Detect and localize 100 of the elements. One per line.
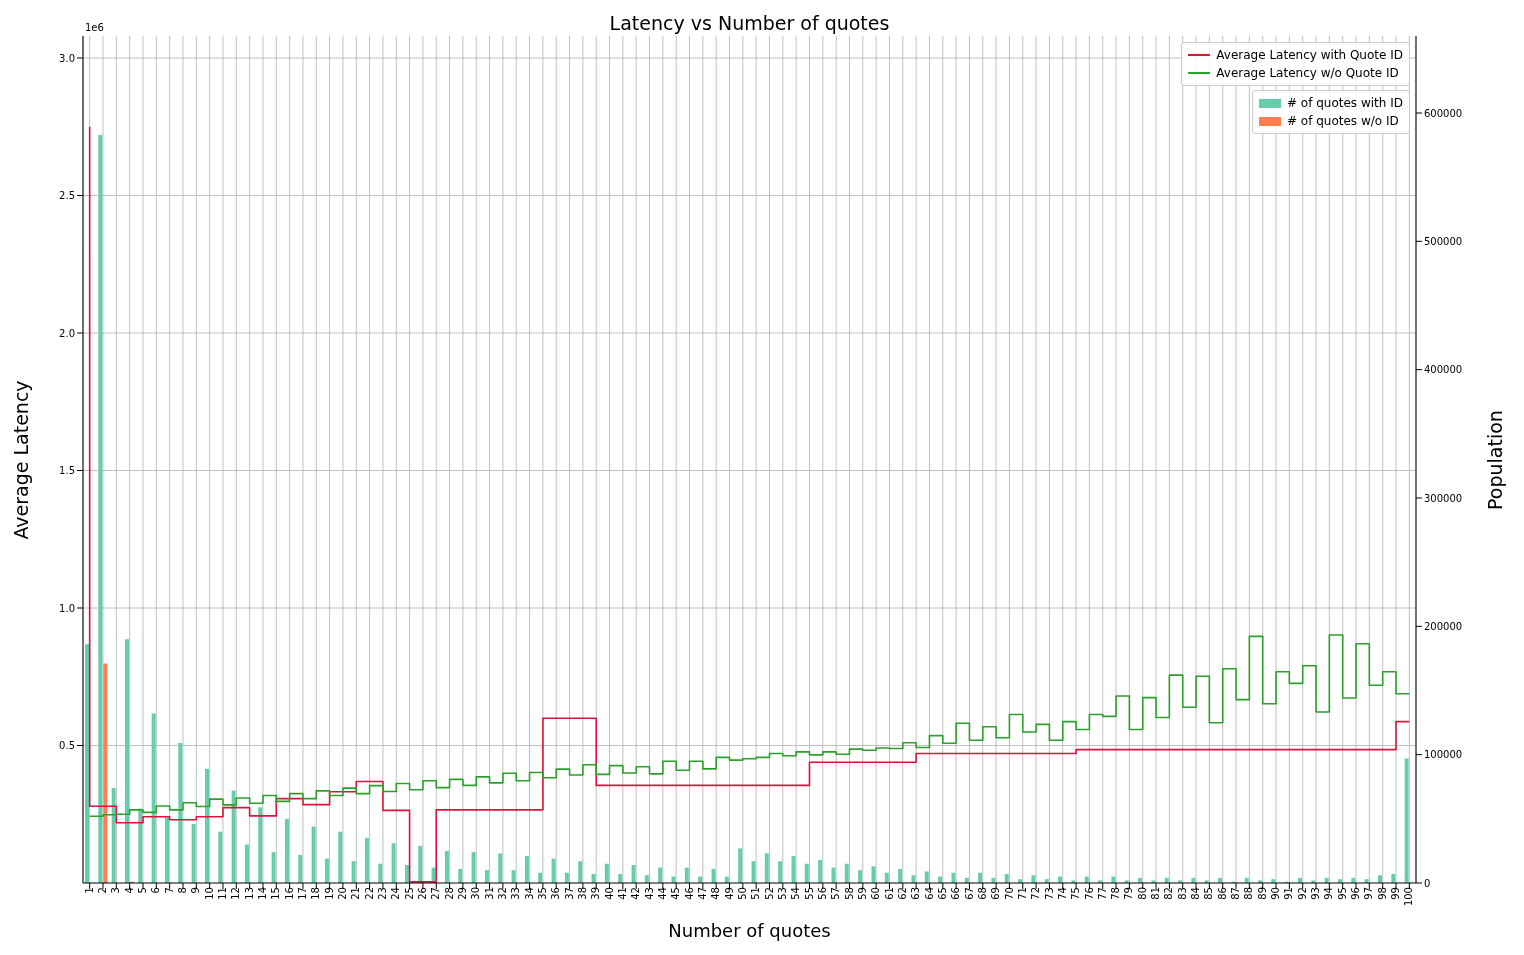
x-tick-label: 92 [1296,887,1308,900]
x-tick-label: 82 [1163,887,1175,900]
x-tick-label: 18 [310,887,322,900]
x-tick-label: 73 [1043,887,1055,900]
y2-tick-label: 300000 [1424,492,1463,504]
x-tick-label: 55 [803,887,815,900]
x-tick-label: 4 [123,887,135,894]
x-tick-label: 47 [696,887,708,900]
x-tick-label: 64 [923,887,935,900]
x-tick-label: 63 [910,887,922,900]
x-tick-label: 25 [403,887,415,900]
x-tick-label: 78 [1110,887,1122,900]
x-tick-label: 16 [283,887,295,900]
x-tick-label: 72 [1030,887,1042,900]
x-tick-label: 59 [856,887,868,900]
y2-tick-label: 0 [1424,877,1431,889]
x-tick-label: 40 [603,887,615,900]
x-tick-label: 66 [950,887,962,900]
x-tick-label: 14 [257,887,269,900]
x-tick-label: 6 [150,887,162,894]
legend-label: Average Latency with Quote ID [1216,47,1403,64]
x-tick-label: 30 [470,887,482,900]
x-tick-label: 26 [417,887,429,900]
x-tick-label: 12 [230,887,242,900]
x-tick-label: 21 [350,887,362,900]
x-tick-label: 29 [457,887,468,900]
x-tick-label: 77 [1096,887,1108,900]
x-tick-label: 15 [270,887,282,900]
x-tick-label: 17 [297,887,309,900]
x-tick-label: 7 [163,887,175,894]
x-tick-label: 35 [536,887,548,900]
chart-title: Latency vs Number of quotes [609,12,890,34]
x-tick-label: 41 [616,887,628,900]
legend-label: # of quotes with ID [1286,95,1403,112]
x-axis-title: Number of quotes [667,920,832,941]
x-tick-label: 32 [496,887,508,900]
y-tick-label: 0.5 [59,740,75,752]
x-tick-label: 49 [723,887,735,900]
y2-tick-label: 100000 [1424,749,1463,761]
legend-label: # of quotes w/o ID [1286,113,1399,130]
x-tick-label: 75 [1070,887,1082,900]
y2-tick-label: 500000 [1424,235,1463,247]
x-tick-label: 43 [643,887,655,900]
legend-label: Average Latency w/o Quote ID [1216,65,1399,82]
y2-tick-label: 400000 [1424,364,1463,376]
y-tick-label: 1.0 [59,602,75,614]
x-tick-label: 13 [243,887,255,900]
x-tick-label: 96 [1350,887,1362,900]
x-tick-label: 9 [190,887,202,894]
x-tick-label: 44 [656,887,668,900]
x-tick-label: 38 [576,887,588,900]
x-tick-label: 20 [337,887,349,900]
x-tick-label: 76 [1083,887,1095,900]
x-tick-label: 22 [363,887,375,900]
y-tick-label: 2.5 [59,190,75,202]
x-tick-label: 42 [630,887,642,900]
x-tick-label: 8 [177,887,189,894]
y2-tick-label: 600000 [1424,107,1463,119]
x-tick-label: 23 [377,887,389,900]
x-tick-label: 65 [936,887,948,900]
x-tick-label: 86 [1216,887,1228,900]
x-tick-label: 27 [430,887,442,900]
x-tick-label: 69 [990,887,1002,900]
x-tick-label: 11 [217,887,229,900]
x-tick-label: 5 [137,887,149,894]
x-tick-label: 60 [870,887,882,900]
x-tick-label: 84 [1190,887,1202,900]
text: 1e6 [85,22,104,33]
y-axis-title: Average Latency [10,379,33,540]
y-tick-label: 1.5 [59,465,75,477]
x-tick-label: 91 [1283,887,1295,900]
x-tick-label: 45 [670,887,682,900]
x-tick-label: 61 [883,887,895,900]
x-tick-label: 95 [1336,887,1348,900]
x-tick-label: 85 [1203,887,1215,900]
x-tick-label: 88 [1243,887,1255,900]
x-tick-label: 36 [550,887,562,900]
x-tick-label: 98 [1376,887,1388,900]
x-tick-label: 79 [1123,887,1135,900]
x-tick-label: 56 [816,887,828,900]
x-tick-label: 87 [1230,887,1242,900]
x-tick-label: 34 [523,887,535,900]
x-tick-label: 3 [110,887,122,894]
x-tick-label: 31 [483,887,495,900]
x-tick-label: 62 [896,887,908,900]
x-tick-label: 57 [830,887,842,900]
x-tick-label: 90 [1270,887,1282,900]
x-tick-label: 74 [1056,887,1068,900]
x-tick-label: 80 [1136,887,1148,900]
x-tick-label: 54 [790,887,802,900]
x-tick-label: 89 [1256,887,1268,900]
x-tick-label: 1 [83,887,95,894]
x-tick-label: 93 [1310,887,1322,900]
y2-axis-title: Population [1484,409,1507,510]
x-tick-label: 67 [963,887,975,900]
x-tick-label: 53 [776,887,788,900]
x-tick-label: 81 [1150,887,1162,900]
x-tick-label: 46 [683,887,695,900]
x-tick-label: 51 [750,887,762,900]
x-tick-label: 50 [736,887,748,900]
